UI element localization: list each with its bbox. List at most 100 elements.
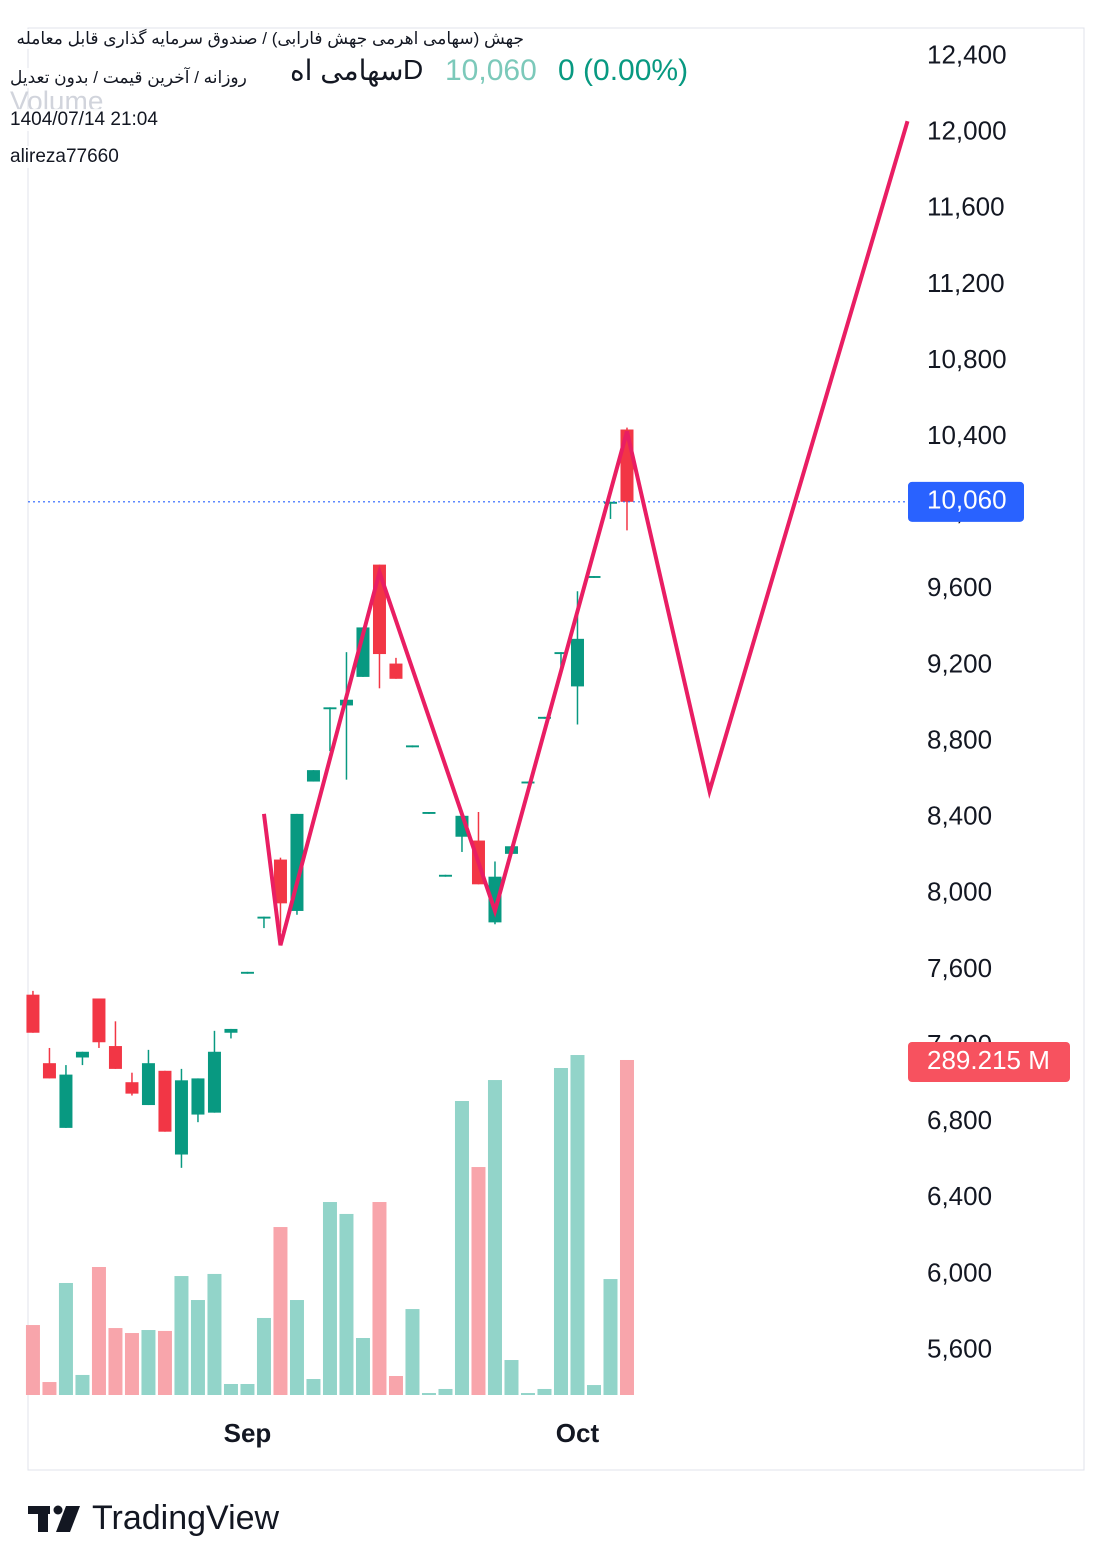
candle-body: [75, 1051, 89, 1058]
volume-bar: [553, 1067, 568, 1395]
y-tick-label: 11,200: [927, 268, 1005, 298]
header-change: 0 (0.00%): [558, 54, 689, 87]
volume-bar: [388, 1376, 403, 1395]
candle-body: [141, 1063, 155, 1106]
candle-body: [108, 1046, 122, 1069]
candle-body: [92, 998, 106, 1043]
candle-body: [59, 1074, 73, 1128]
volume-bar: [454, 1101, 469, 1395]
price-badge-label: 10,060: [927, 485, 1007, 515]
author: alireza77660: [10, 146, 119, 168]
volume-bar: [256, 1317, 271, 1395]
volume-bar: [520, 1393, 535, 1395]
volume-bar: [108, 1328, 123, 1395]
y-tick-label: 6,800: [927, 1105, 992, 1135]
candle-body: [257, 916, 271, 919]
y-tick-label: 12,000: [927, 116, 1007, 146]
volume-bar: [174, 1276, 189, 1395]
volume-bar: [289, 1300, 304, 1395]
volume-bar: [322, 1202, 337, 1395]
y-tick-label: 8,800: [927, 724, 992, 754]
chart-frame: [27, 27, 1085, 1471]
brand: TradingView: [92, 1499, 280, 1537]
x-tick-label: Sep: [224, 1418, 272, 1448]
volume-badge-label: 289.215 M: [927, 1045, 1050, 1075]
y-tick-label: 10,400: [927, 420, 1007, 450]
candle-body: [273, 859, 287, 904]
volume-bar: [141, 1330, 156, 1395]
volume-bar: [273, 1227, 288, 1395]
candle-body: [207, 1051, 221, 1113]
volume-bar: [355, 1338, 370, 1395]
candle-body: [537, 716, 551, 719]
candle-body: [26, 994, 40, 1033]
y-tick-label: 10,800: [927, 344, 1007, 374]
header-price: 10,060: [445, 54, 537, 87]
volume-bar: [487, 1080, 502, 1395]
header-symbol: سهامی اه: [290, 55, 404, 86]
logo: [28, 1505, 80, 1532]
candle-body: [323, 707, 337, 710]
volume-bar: [91, 1267, 106, 1395]
y-tick-label: 8,400: [927, 801, 992, 831]
price-badge: [908, 481, 1024, 522]
candle-body: [422, 812, 436, 814]
y-tick-label: 6,400: [927, 1181, 992, 1211]
candle-body: [240, 971, 254, 974]
candle-body: [587, 576, 601, 578]
y-tick-label: 9,600: [927, 572, 992, 602]
volume-bar: [504, 1360, 519, 1395]
candle-body: [389, 663, 403, 679]
candle-body: [125, 1082, 139, 1094]
header-title: جهش (سهامی اهرمی جهش فارابی) / صندوق سرم…: [10, 29, 524, 49]
y-tick-label: 5,600: [927, 1333, 992, 1363]
header-interval: D: [403, 54, 424, 85]
volume-bar: [570, 1055, 585, 1395]
volume-bar: [372, 1202, 387, 1395]
candle-body: [191, 1078, 205, 1115]
volume-bar: [223, 1383, 238, 1395]
volume-bar: [405, 1309, 420, 1395]
candle-body: [554, 652, 568, 655]
logo-dot: [53, 1505, 63, 1515]
volume-bar: [537, 1388, 552, 1395]
candle-body: [488, 876, 502, 923]
volume-bar: [619, 1059, 634, 1395]
y-tick-label: 12,400: [927, 39, 1007, 69]
candle-body: [438, 874, 452, 877]
volume-bar: [75, 1374, 90, 1395]
drawing-line: [261, 120, 910, 946]
volume-bar: [438, 1388, 453, 1395]
volume-bar: [421, 1393, 436, 1395]
volume-bar: [190, 1300, 205, 1395]
candle-body: [570, 638, 584, 687]
candle-body: [42, 1063, 56, 1079]
timestamp: 1404/07/14 21:04: [10, 109, 158, 131]
candle-body: [521, 781, 535, 784]
logo-stem: [38, 1506, 48, 1532]
volume-bar: [471, 1167, 486, 1395]
candle-body: [174, 1080, 188, 1155]
y-tick-label: 9,200: [927, 648, 992, 678]
volume-bar: [586, 1385, 601, 1395]
volume-bar: [58, 1282, 73, 1395]
y-tick-label: 7,600: [927, 953, 992, 983]
volume-bar: [603, 1279, 618, 1395]
candle-body: [290, 813, 304, 911]
candle-body: [306, 770, 320, 782]
volume-bar: [306, 1379, 321, 1395]
volume-bar: [157, 1330, 172, 1395]
volume-bar: [240, 1383, 255, 1395]
y-tick-label: 11,600: [927, 192, 1005, 222]
volume-bar: [124, 1333, 139, 1395]
volume-badge: [908, 1041, 1070, 1082]
y-tick-label: 8,000: [927, 877, 992, 907]
volume-bar: [25, 1325, 40, 1395]
volume-bar: [42, 1382, 57, 1395]
x-tick-label: Oct: [556, 1418, 600, 1448]
header-settings: روزانه / آخرین قیمت / بدون تعدیل: [10, 68, 247, 88]
candle-body: [158, 1070, 172, 1132]
candle-body: [224, 1028, 238, 1033]
